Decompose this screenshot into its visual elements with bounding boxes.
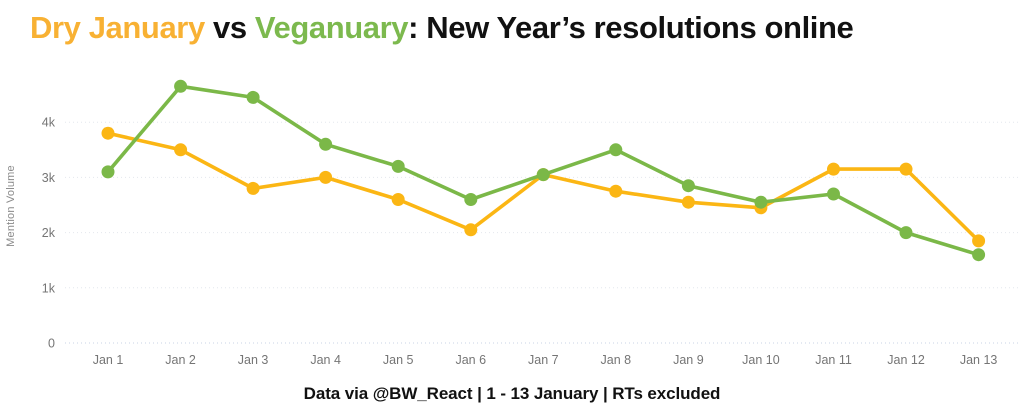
- point-veganuary-jan-8[interactable]: [609, 143, 623, 157]
- title-rest: : New Year’s resolutions online: [408, 10, 854, 45]
- point-dry-january-jan-4[interactable]: [319, 170, 333, 184]
- point-veganuary-jan-7[interactable]: [536, 168, 550, 182]
- x-tick-label-jan-13: Jan 13: [960, 353, 998, 367]
- page-title: Dry January vs Veganuary: New Year’s res…: [30, 10, 854, 46]
- y-tick-label-3k: 3k: [42, 171, 56, 185]
- x-tick-label-jan-6: Jan 6: [455, 353, 486, 367]
- point-veganuary-jan-10[interactable]: [754, 195, 768, 209]
- y-tick-label-0: 0: [48, 337, 55, 351]
- point-veganuary-jan-3[interactable]: [246, 90, 260, 104]
- x-tick-label-jan-7: Jan 7: [528, 353, 559, 367]
- point-dry-january-jan-5[interactable]: [391, 193, 405, 206]
- point-dry-january-jan-8[interactable]: [609, 184, 623, 198]
- x-tick-label-jan-11: Jan 11: [815, 353, 852, 367]
- y-axis-title: Mention Volume: [5, 165, 17, 247]
- point-dry-january-jan-1[interactable]: [101, 126, 115, 140]
- point-dry-january-jan-3[interactable]: [246, 181, 260, 195]
- point-veganuary-jan-1[interactable]: [101, 165, 115, 179]
- x-tick-label-jan-12: Jan 12: [887, 353, 925, 367]
- x-tick-label-jan-10: Jan 10: [742, 353, 780, 367]
- x-tick-label-jan-2: Jan 2: [165, 353, 196, 367]
- chart-footer-caption: Data via @BW_React | 1 - 13 January | RT…: [303, 384, 721, 403]
- point-veganuary-jan-6[interactable]: [464, 193, 478, 206]
- title-veganuary: Veganuary: [254, 10, 409, 45]
- point-dry-january-jan-6[interactable]: [464, 223, 478, 237]
- point-veganuary-jan-5[interactable]: [391, 159, 405, 173]
- point-veganuary-jan-13[interactable]: [972, 248, 986, 262]
- x-tick-label-jan-9: Jan 9: [673, 353, 704, 367]
- point-veganuary-jan-11[interactable]: [827, 187, 840, 201]
- y-tick-label-2k: 2k: [42, 226, 56, 240]
- x-tick-label-jan-4: Jan 4: [310, 353, 341, 367]
- point-dry-january-jan-13[interactable]: [972, 234, 986, 248]
- point-veganuary-jan-12[interactable]: [899, 226, 913, 240]
- y-tick-label-1k: 1k: [42, 281, 56, 295]
- x-tick-label-jan-8: Jan 8: [601, 353, 632, 367]
- title-vs: vs: [204, 10, 255, 45]
- x-tick-label-jan-1: Jan 1: [93, 353, 124, 367]
- point-dry-january-jan-12[interactable]: [899, 162, 913, 176]
- title-dry-january: Dry January: [30, 10, 205, 45]
- x-tick-label-jan-3: Jan 3: [238, 353, 269, 367]
- series-line-dry-january: [106, 131, 981, 243]
- x-tick-label-jan-5: Jan 5: [383, 353, 414, 367]
- point-dry-january-jan-11[interactable]: [827, 162, 840, 176]
- point-dry-january-jan-2[interactable]: [174, 143, 188, 157]
- point-dry-january-jan-9[interactable]: [681, 195, 695, 209]
- point-veganuary-jan-9[interactable]: [681, 179, 695, 193]
- point-veganuary-jan-2[interactable]: [174, 79, 188, 93]
- point-veganuary-jan-4[interactable]: [319, 137, 333, 151]
- y-tick-label-4k: 4k: [42, 116, 56, 130]
